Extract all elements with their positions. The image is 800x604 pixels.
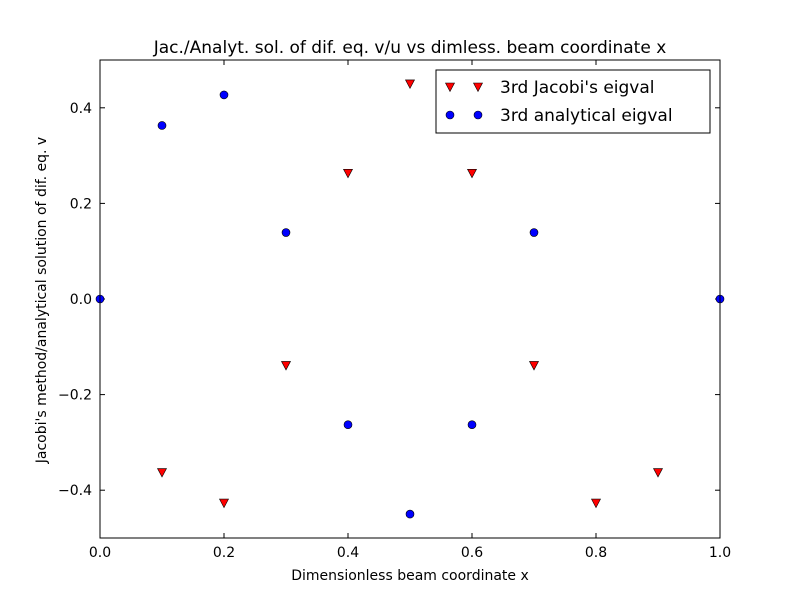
- jacobi-point: [405, 79, 415, 90]
- x-tick-label: 1.0: [709, 545, 731, 561]
- jacobi-point: [343, 168, 353, 179]
- x-tick-label: 0.2: [213, 545, 235, 561]
- x-tick-label: 0.4: [337, 545, 359, 561]
- analytical-point: [343, 420, 353, 430]
- legend-label: 3rd Jacobi's eigval: [500, 78, 655, 98]
- x-tick-label: 0.8: [585, 545, 607, 561]
- jacobi-point: [157, 468, 167, 478]
- legend-entry: 3rd Jacobi's eigval: [445, 78, 655, 98]
- legend-marker: [473, 82, 483, 93]
- analytical-point: [467, 420, 477, 430]
- legend-marker: [445, 110, 455, 120]
- legend-label: 3rd analytical eigval: [500, 106, 673, 126]
- analytical-point: [157, 121, 167, 130]
- legend-entry: 3rd analytical eigval: [445, 106, 673, 126]
- legend-marker: [445, 82, 455, 93]
- analytical-point: [529, 228, 539, 237]
- plot-area-frame: [99, 59, 721, 539]
- legend-box: [435, 69, 711, 134]
- jacobi-point: [467, 168, 477, 179]
- y-axis-label: Jacobi's method/analytical solution of d…: [34, 137, 50, 464]
- jacobi-point: [219, 498, 229, 509]
- x-tick-label: 0.0: [89, 545, 111, 561]
- series-1: [157, 79, 663, 509]
- analytical-point: [405, 509, 415, 519]
- chart-title: Jac./Analyt. sol. of dif. eq. v/u vs dim…: [153, 38, 667, 58]
- x-tick-label: 0.6: [461, 545, 483, 561]
- y-tick-label: 0.4: [70, 101, 92, 117]
- ticks-layer: 0.0 0.2 0.4 0.6 0.8 1.0 −0.4 −0.2 0.0 0.2 0.4: [58, 60, 731, 561]
- jacobi-point: [281, 361, 291, 371]
- y-tick-label: 0.0: [70, 292, 92, 308]
- y-tick-label: 0.2: [70, 196, 92, 212]
- jacobi-point: [653, 468, 663, 478]
- points-layer: [95, 79, 725, 519]
- legend-marker: [473, 110, 483, 120]
- y-tick-label: −0.4: [58, 483, 92, 499]
- analytical-point: [219, 90, 229, 100]
- x-axis-label: Dimensionless beam coordinate x: [291, 568, 529, 584]
- y-tick-label: −0.2: [58, 388, 92, 404]
- jacobi-point: [591, 498, 601, 509]
- analytical-point: [281, 228, 291, 237]
- legend: 3rd Jacobi's eigval 3rd analytical eigval: [435, 69, 711, 134]
- jacobi-point: [529, 361, 539, 371]
- series-2: [95, 90, 725, 519]
